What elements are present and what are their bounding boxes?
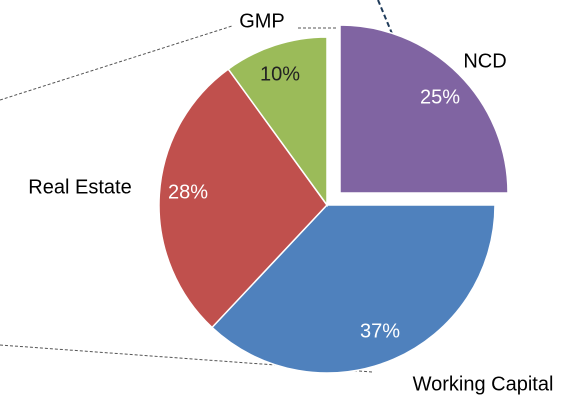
connector-line [377, 0, 394, 37]
pie-slice [227, 36, 328, 208]
slice-category-label: Working Capital [413, 373, 554, 395]
slice-value-label: 10% [260, 63, 300, 85]
pie-slice [158, 68, 328, 329]
slice-value-label: 28% [168, 181, 208, 203]
connector-line [0, 25, 233, 101]
slice-value-label: 37% [360, 320, 400, 342]
slice-category-label: Real Estate [28, 176, 131, 198]
slice-category-label: GMP [239, 10, 285, 32]
pie-slice [339, 24, 509, 194]
slice-value-label: 25% [420, 86, 460, 108]
pie-slice [210, 204, 496, 374]
slice-category-label: NCD [463, 50, 506, 72]
